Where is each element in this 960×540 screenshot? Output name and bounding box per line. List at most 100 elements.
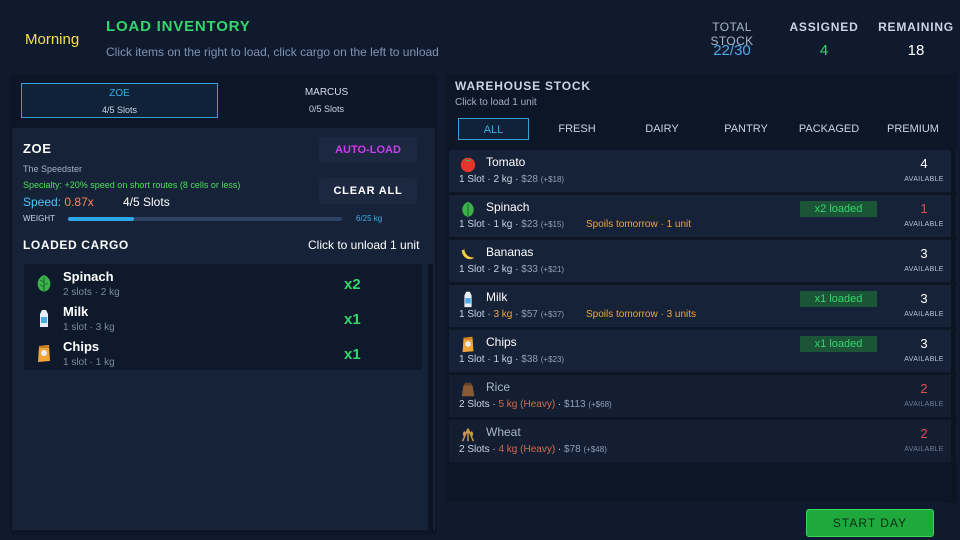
start-day-button[interactable]: START DAY <box>806 509 934 537</box>
warehouse-hint: Click to load 1 unit <box>455 97 537 108</box>
stock-meta: 1 Slot · 3 kg · $57 (+$37) <box>459 309 565 320</box>
cargo-item-name: Spinach <box>63 269 114 284</box>
speed-label: Speed: <box>23 195 62 209</box>
driver-slots: 4/5 Slots <box>123 195 170 209</box>
spinach-icon <box>462 201 474 218</box>
remaining-value: 18 <box>907 42 925 59</box>
milk-icon <box>40 310 48 327</box>
stock-row-bananas[interactable]: Bananas 1 Slot · 2 kg · $33 (+$21) 3 AVA… <box>449 240 957 282</box>
total-stock-value: 22/30 <box>713 42 751 59</box>
cargo-item-qty: x1 <box>344 346 361 363</box>
stock-meta: 2 Slots · 5 kg (Heavy) · $113 (+$68) <box>459 399 612 410</box>
cargo-item-spinach[interactable]: Spinach 2 slots · 2 kg x2 <box>24 266 422 300</box>
cargo-list <box>24 264 422 370</box>
driver-tab-slots: 0/5 Slots <box>308 104 345 114</box>
time-of-day: Morning <box>25 31 80 48</box>
stock-meta: 1 Slot · 2 kg · $28 (+$18) <box>459 174 565 185</box>
available-label: AVAILABLE <box>904 266 944 273</box>
unload-hint: Click to unload 1 unit <box>308 238 420 252</box>
cargo-item-name: Milk <box>63 304 89 319</box>
stock-row-wheat[interactable]: Wheat 2 Slots · 4 kg (Heavy) · $78 (+$48… <box>449 420 957 462</box>
weight-label: WEIGHT <box>23 214 55 223</box>
loaded-badge: x2 loaded <box>800 201 877 217</box>
stock-name: Rice <box>486 380 511 394</box>
milk-icon <box>464 291 472 308</box>
available-count: 3 <box>920 336 928 351</box>
total-stock-label: TOTAL STOCK <box>710 20 754 48</box>
speed-value: 0.87x <box>64 195 94 209</box>
available-label: AVAILABLE <box>904 401 944 408</box>
driver-tab-name: MARCUS <box>304 87 349 98</box>
available-label: AVAILABLE <box>904 176 944 183</box>
stock-meta: 1 Slot · 2 kg · $33 (+$21) <box>459 264 565 275</box>
stock-meta: 1 Slot · 1 kg · $23 (+$15) <box>459 219 565 230</box>
filter-tab-premium[interactable]: PREMIUM <box>887 123 939 135</box>
stock-row-tomato[interactable]: Tomato 1 Slot · 2 kg · $28 (+$18) 4 AVAI… <box>449 150 957 192</box>
stock-meta: 2 Slots · 4 kg (Heavy) · $78 (+$48) <box>459 444 607 455</box>
weight-value: 6/25 kg <box>356 214 383 223</box>
driver-tab-zoe[interactable]: ZOE 4/5 Slots <box>21 83 218 118</box>
stock-name: Chips <box>486 335 517 349</box>
stock-row-rice[interactable]: Rice 2 Slots · 5 kg (Heavy) · $113 (+$68… <box>449 375 957 417</box>
driver-name: ZOE <box>23 141 52 156</box>
available-count: 4 <box>920 156 928 171</box>
auto-load-button[interactable]: AUTO-LOAD <box>319 137 417 163</box>
stock-name: Milk <box>486 290 508 304</box>
stock-row-chips[interactable]: Chips 1 Slot · 1 kg · $38 (+$23) x1 load… <box>449 330 957 372</box>
available-count: 3 <box>920 246 928 261</box>
rice-sack-icon <box>461 382 475 397</box>
cargo-item-qty: x1 <box>344 311 361 328</box>
chips-icon <box>462 336 474 353</box>
wheat-icon <box>461 428 475 442</box>
available-count: 2 <box>920 426 928 441</box>
spinach-icon <box>37 275 51 292</box>
driver-speed: Speed: 0.87x <box>23 195 94 209</box>
stock-name: Spinach <box>486 200 530 214</box>
spoil-warning: Spoils tomorrow · 1 unit <box>586 219 692 230</box>
assigned-value: 4 <box>819 42 829 59</box>
available-label: AVAILABLE <box>904 311 944 318</box>
page-subtitle: Click items on the right to load, click … <box>106 45 439 59</box>
cargo-item-milk[interactable]: Milk 1 slot · 3 kg x1 <box>24 301 422 335</box>
stock-name: Wheat <box>486 425 521 439</box>
spoil-warning: Spoils tomorrow · 3 units <box>586 309 697 320</box>
cargo-scrollbar[interactable] <box>428 264 433 534</box>
cargo-item-meta: 1 slot · 1 kg <box>63 357 115 368</box>
tomato-icon <box>460 157 476 173</box>
cargo-item-chips[interactable]: Chips 1 slot · 1 kg x1 <box>24 336 422 370</box>
stock-row-milk[interactable]: Milk 1 Slot · 3 kg · $57 (+$37) Spoils t… <box>449 285 957 327</box>
loaded-cargo-heading: LOADED CARGO <box>23 238 129 252</box>
clear-all-button[interactable]: CLEAR ALL <box>319 178 417 204</box>
cargo-item-meta: 1 slot · 3 kg <box>63 322 115 333</box>
available-count: 3 <box>920 291 928 306</box>
weight-bar-fill <box>68 217 134 221</box>
weight-bar-track <box>68 217 342 221</box>
filter-tab-pantry[interactable]: PANTRY <box>724 123 768 135</box>
cargo-item-meta: 2 slots · 2 kg <box>63 287 120 298</box>
warehouse-scrollbar[interactable] <box>951 148 956 503</box>
driver-tab-slots: 4/5 Slots <box>101 105 138 115</box>
stock-meta: 1 Slot · 1 kg · $38 (+$23) <box>459 354 565 365</box>
loaded-badge: x1 loaded <box>800 291 877 307</box>
available-count: 1 <box>920 201 928 216</box>
remaining-label: REMAINING <box>878 20 954 34</box>
chips-icon <box>38 345 50 362</box>
driver-tab-name: ZOE <box>109 88 130 99</box>
cargo-item-qty: x2 <box>344 276 361 293</box>
available-label: AVAILABLE <box>904 221 944 228</box>
stock-name: Tomato <box>486 155 526 169</box>
driver-role: The Speedster <box>23 164 83 174</box>
warehouse-title: WAREHOUSE STOCK <box>455 79 591 93</box>
filter-tab-packaged[interactable]: PACKAGED <box>798 123 860 135</box>
filter-tab-fresh[interactable]: FRESH <box>558 123 596 135</box>
available-label: AVAILABLE <box>904 356 944 363</box>
driver-tab-marcus[interactable]: MARCUS 0/5 Slots <box>228 83 425 118</box>
filter-tab-dairy[interactable]: DAIRY <box>645 123 679 135</box>
cargo-item-name: Chips <box>63 339 100 354</box>
loaded-badge: x1 loaded <box>800 336 877 352</box>
driver-specialty: Specialty: +20% speed on short routes (8… <box>23 180 241 190</box>
stock-row-spinach[interactable]: Spinach 1 Slot · 1 kg · $23 (+$15) Spoil… <box>449 195 957 237</box>
filter-tab-all[interactable]: ALL <box>458 118 529 140</box>
stock-name: Bananas <box>486 245 534 259</box>
page-title: LOAD INVENTORY <box>106 18 251 35</box>
